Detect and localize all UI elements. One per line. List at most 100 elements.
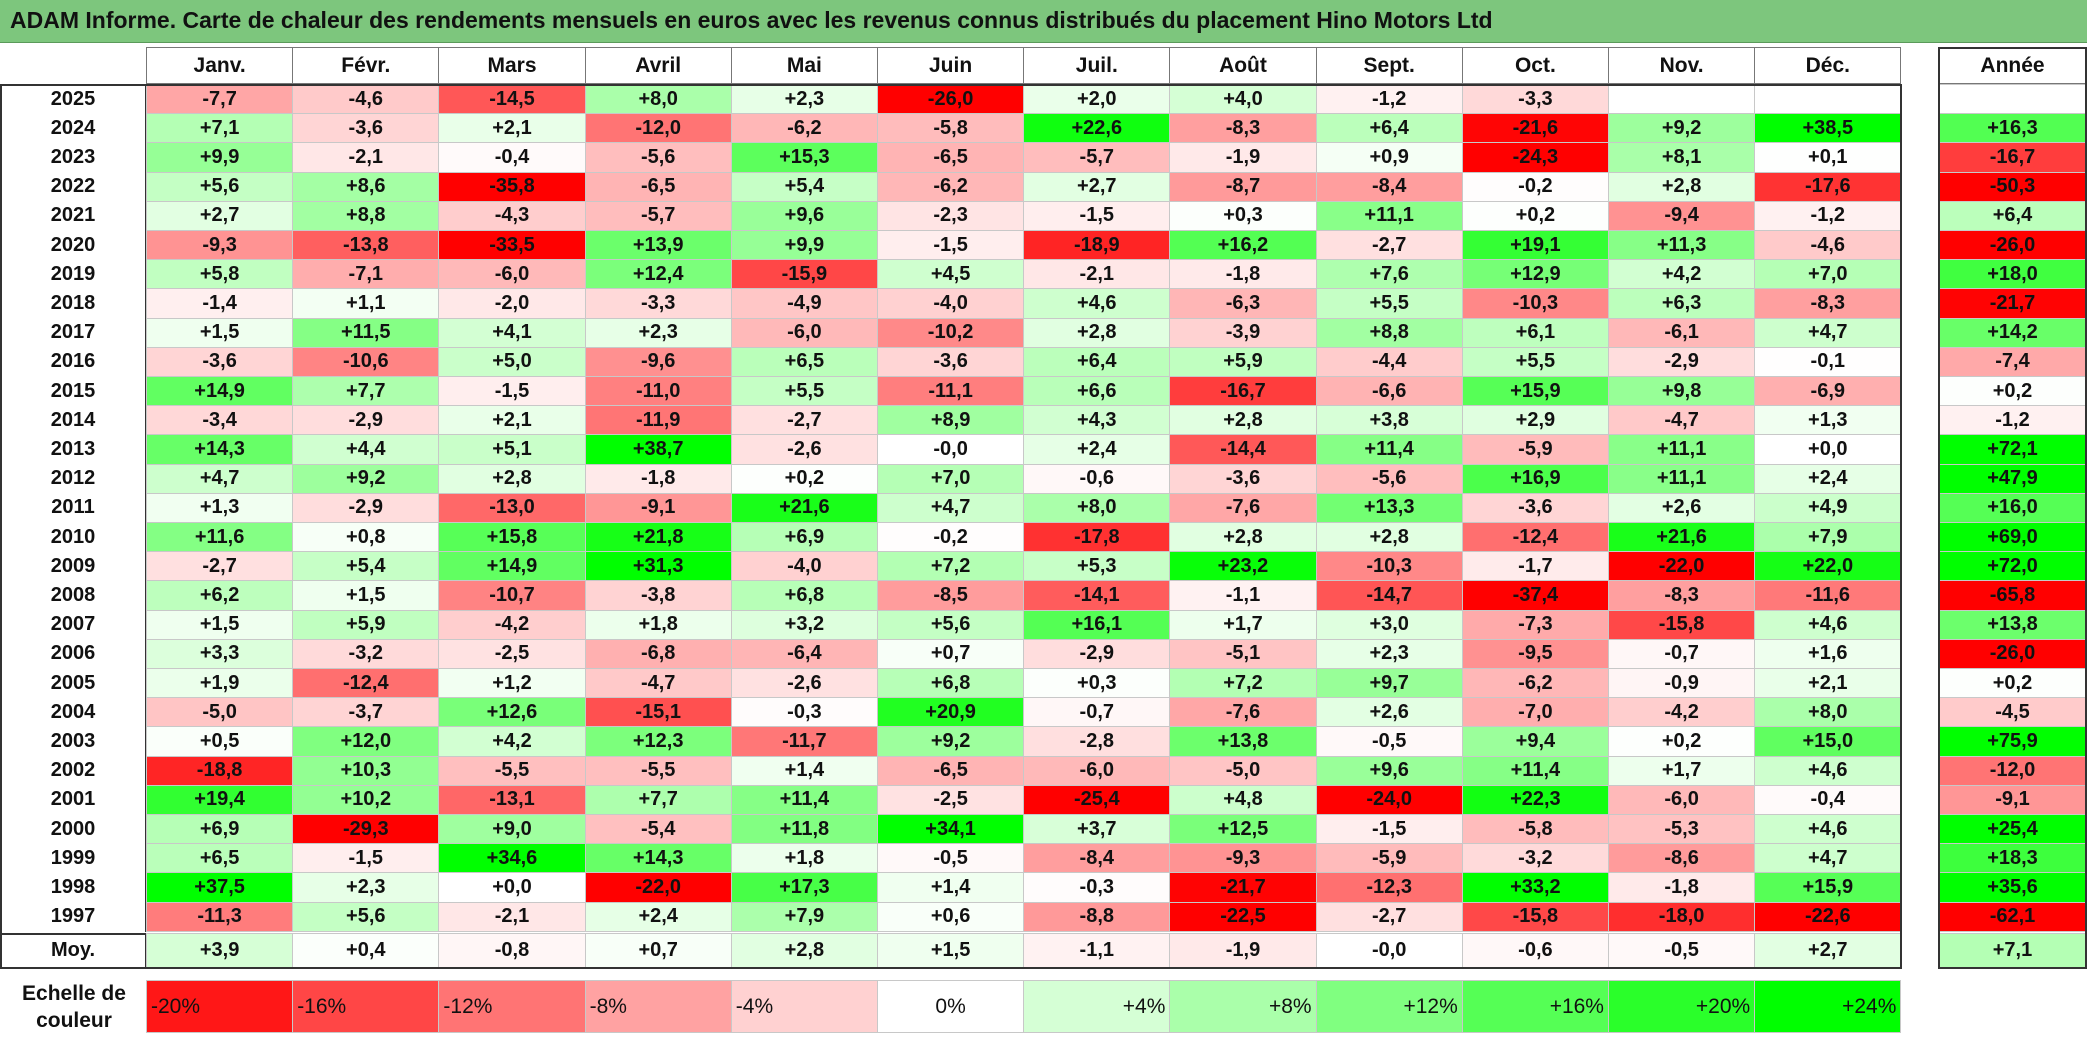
heatmap-cell: +2,0 <box>1023 84 1171 115</box>
heatmap-cell: +0,6 <box>877 901 1025 932</box>
heatmap-cell: -8,4 <box>1315 171 1463 202</box>
heatmap-cell: +7,7 <box>584 784 732 815</box>
heatmap-cell: -37,4 <box>1461 580 1609 611</box>
color-scale-swatch: +20% <box>1608 980 1756 1033</box>
year-label: 2008 <box>0 580 146 611</box>
heatmap-cell: +11,6 <box>146 522 294 553</box>
year-label: 2025 <box>0 84 146 115</box>
heatmap-cell: -3,3 <box>584 288 732 319</box>
annual-header: Année <box>1938 47 2087 84</box>
heatmap-cell: -2,9 <box>1023 638 1171 669</box>
heatmap-cell: +2,6 <box>1315 697 1463 728</box>
heatmap-cell: +10,2 <box>292 784 440 815</box>
annual-cell: -50,3 <box>1938 171 2087 202</box>
heatmap-cell: -10,6 <box>292 346 440 377</box>
year-label: 1997 <box>0 901 146 932</box>
heatmap-cell: +5,6 <box>146 171 294 202</box>
heatmap-cell: +7,9 <box>1754 522 1902 553</box>
heatmap-cell: +37,5 <box>146 872 294 903</box>
heatmap-cell: -13,1 <box>438 784 586 815</box>
heatmap-cell: +2,8 <box>1169 522 1317 553</box>
heatmap-cell: +6,8 <box>730 580 878 611</box>
heatmap-cell: +1,7 <box>1608 755 1756 786</box>
heatmap-cell: +2,3 <box>730 84 878 115</box>
heatmap-cell: -15,8 <box>1608 609 1756 640</box>
heatmap-cell: +33,2 <box>1461 872 1609 903</box>
heatmap-cell: -1,5 <box>438 376 586 407</box>
heatmap-cell: +22,0 <box>1754 551 1902 582</box>
heatmap-cell: +6,8 <box>877 668 1025 699</box>
annual-cell: +16,0 <box>1938 492 2087 523</box>
heatmap-cell: -0,1 <box>1754 346 1902 377</box>
heatmap-cell: +6,4 <box>1315 113 1463 144</box>
heatmap-cell: -12,3 <box>1315 872 1463 903</box>
heatmap-cell: -6,2 <box>1461 668 1609 699</box>
month-header: Juin <box>877 47 1025 84</box>
heatmap-cell: -21,7 <box>1169 872 1317 903</box>
heatmap-cell: +23,2 <box>1169 551 1317 582</box>
month-header: Déc. <box>1754 47 1902 84</box>
heatmap-cell: +34,6 <box>438 843 586 874</box>
annual-cell: +35,6 <box>1938 872 2087 903</box>
heatmap-cell: -3,7 <box>292 697 440 728</box>
heatmap-cell: -2,5 <box>438 638 586 669</box>
heatmap-cell: -5,5 <box>584 755 732 786</box>
heatmap-cell: +5,5 <box>1461 346 1609 377</box>
heatmap-cell: +6,3 <box>1608 288 1756 319</box>
month-header: Févr. <box>292 47 440 84</box>
heatmap-cell: +11,3 <box>1608 230 1756 261</box>
heatmap-cell: +4,5 <box>877 259 1025 290</box>
heatmap-cell: -12,0 <box>584 113 732 144</box>
heatmap-cell: -18,8 <box>146 755 294 786</box>
heatmap-cell: -4,2 <box>1608 697 1756 728</box>
heatmap-cell: -13,8 <box>292 230 440 261</box>
year-label: 2011 <box>0 492 146 523</box>
heatmap-cell: -1,1 <box>1169 580 1317 611</box>
heatmap-cell: -3,6 <box>1169 463 1317 494</box>
heatmap-cell: -2,1 <box>292 142 440 173</box>
heatmap-cell: -1,5 <box>292 843 440 874</box>
heatmap-cell: +0,2 <box>1608 726 1756 757</box>
heatmap-cell: +1,3 <box>146 492 294 523</box>
heatmap-cell: +7,7 <box>292 376 440 407</box>
annual-cell: +47,9 <box>1938 463 2087 494</box>
annual-cell: +25,4 <box>1938 814 2087 845</box>
heatmap-cell: -6,0 <box>1023 755 1171 786</box>
heatmap-cell: -33,5 <box>438 230 586 261</box>
annual-cell: +16,3 <box>1938 113 2087 144</box>
heatmap-cell: -8,7 <box>1169 171 1317 202</box>
heatmap-cell: +1,3 <box>1754 405 1902 436</box>
chart-title: ADAM Informe. Carte de chaleur des rende… <box>10 7 1493 33</box>
heatmap-cell: +20,9 <box>877 697 1025 728</box>
month-header: Mai <box>730 47 878 84</box>
heatmap-cell: -1,8 <box>1608 872 1756 903</box>
heatmap-cell: -5,4 <box>584 814 732 845</box>
color-scale-swatch: -4% <box>730 980 878 1033</box>
heatmap-cell: -2,7 <box>730 405 878 436</box>
heatmap-cell: -6,5 <box>877 755 1025 786</box>
heatmap-cell: -11,7 <box>730 726 878 757</box>
heatmap-cell: -8,3 <box>1169 113 1317 144</box>
heatmap-cell: -26,0 <box>877 84 1025 115</box>
heatmap-cell: +10,3 <box>292 755 440 786</box>
annual-cell: -26,0 <box>1938 230 2087 261</box>
heatmap-cell: +5,4 <box>292 551 440 582</box>
heatmap-cell: -17,8 <box>1023 522 1171 553</box>
heatmap-cell: -14,4 <box>1169 434 1317 465</box>
heatmap-cell: +2,8 <box>1169 405 1317 436</box>
heatmap-cell: +4,3 <box>1023 405 1171 436</box>
heatmap-cell: +1,5 <box>146 609 294 640</box>
heatmap-cell: +1,5 <box>146 317 294 348</box>
heatmap-cell: +6,5 <box>146 843 294 874</box>
average-cell: -0,6 <box>1461 932 1609 969</box>
annual-cell: +13,8 <box>1938 609 2087 640</box>
heatmap-cell: +0,2 <box>1461 200 1609 231</box>
heatmap-cell: +6,1 <box>1461 317 1609 348</box>
heatmap-cell: +7,2 <box>1169 668 1317 699</box>
annual-cell: -12,0 <box>1938 755 2087 786</box>
heatmap-cell: +9,2 <box>1608 113 1756 144</box>
heatmap-cell: -1,2 <box>1315 84 1463 115</box>
heatmap-cell: -5,0 <box>1169 755 1317 786</box>
heatmap-cell: -13,0 <box>438 492 586 523</box>
